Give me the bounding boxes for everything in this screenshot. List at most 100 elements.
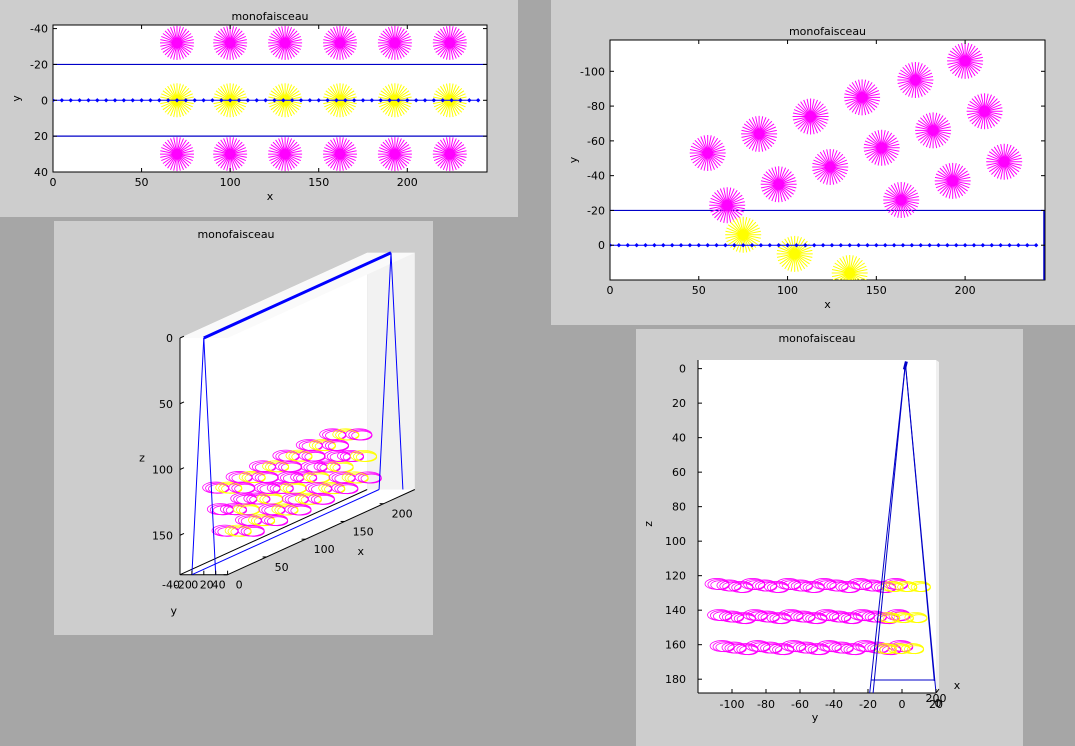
beam-marker [245, 98, 251, 103]
x-tick-label: 0 [236, 579, 243, 592]
y-tick-label: 20 [929, 698, 943, 711]
scatter-point [831, 255, 868, 280]
beam-marker [883, 243, 888, 248]
beam-marker [183, 98, 189, 103]
scatter-point [689, 135, 726, 171]
beam-marker [413, 98, 419, 103]
x-tick-label: 50 [275, 561, 289, 574]
beam-marker [59, 98, 65, 103]
z-tick [179, 335, 185, 339]
scatter-point [268, 137, 303, 172]
beam-marker [360, 98, 366, 103]
beam-marker [68, 98, 73, 103]
beam-marker [405, 98, 410, 103]
beam-marker [776, 243, 781, 248]
beam-marker [263, 98, 268, 103]
x-tick-label: 50 [135, 176, 149, 189]
z-tick-label: 140 [665, 604, 686, 617]
y-tick-label: -20 [30, 58, 48, 71]
scatter-point [883, 182, 920, 218]
particle-ellipse [224, 524, 252, 537]
scatter-point [897, 62, 934, 98]
scatter-point [986, 143, 1023, 180]
beam-marker [616, 243, 622, 248]
beam-marker [378, 98, 383, 103]
beam-marker [1033, 243, 1039, 248]
scatter-point [160, 137, 194, 172]
beam-marker [1025, 243, 1030, 248]
beam-marker [351, 98, 357, 103]
scatter-point [792, 98, 829, 135]
z-tick [179, 532, 185, 536]
beam-marker [307, 98, 313, 103]
particle-ellipse [907, 581, 931, 593]
plot-area [698, 360, 936, 693]
z-tick-label: 150 [152, 529, 173, 542]
z-axis-label: z [139, 451, 145, 464]
beam-marker [130, 98, 135, 103]
beam-marker [112, 98, 118, 103]
beam-marker [121, 98, 127, 103]
z-tick-label: 40 [672, 432, 686, 445]
beam-marker [227, 98, 233, 103]
particle-ellipse [880, 581, 904, 593]
beam-marker [325, 98, 330, 103]
beam-edge-line [390, 252, 404, 490]
scatter-point [377, 25, 412, 60]
y-tick-label: -60 [587, 135, 605, 148]
x-tick-label: 150 [308, 176, 329, 189]
particle-ellipse [816, 640, 842, 653]
y-axis-label: y [171, 605, 178, 618]
scatter-point [268, 25, 303, 60]
scatter-point [915, 112, 952, 149]
x-tick-label: 150 [353, 525, 374, 538]
particle-ellipse [775, 578, 801, 591]
axis-edge [179, 489, 368, 576]
chart-title: monofaisceau [789, 25, 866, 38]
y-tick-label: -40 [587, 170, 605, 183]
z-tick [179, 401, 185, 405]
particle-ellipse [266, 481, 294, 494]
beam-marker [219, 98, 224, 103]
particle-ellipse [354, 471, 382, 484]
x-axis-label: x [267, 190, 274, 203]
scatter-point [741, 115, 778, 152]
z-tick-label: 100 [152, 464, 173, 477]
z-axis-label: z [642, 521, 655, 527]
beam-marker [369, 98, 375, 103]
beam-marker [696, 243, 701, 248]
chart-title: monofaisceau [197, 228, 274, 241]
particle-ellipse [754, 610, 780, 623]
x-tick-label: 200 [392, 508, 413, 521]
beam-marker [396, 98, 401, 103]
beam-marker [687, 243, 693, 248]
beam-marker [440, 98, 445, 103]
particle-ellipse [887, 643, 911, 655]
beam-marker [281, 98, 286, 103]
x-tick-label: 0 [935, 697, 942, 710]
z-tick-label: 100 [665, 535, 686, 548]
beam-marker [165, 98, 171, 103]
beam-edge-line [191, 489, 380, 576]
chart-2d-beam-rotated-view: monofaisceau 0 50 100 150 200 -100 -80 -60 -40 -20… [567, 25, 1046, 311]
y-tick-label: 40 [212, 579, 226, 592]
beam-marker [962, 243, 968, 248]
x-tick-label: 0 [50, 176, 57, 189]
y-tick-label: 0 [899, 698, 906, 711]
beam-marker [714, 243, 719, 248]
beam-marker [86, 98, 91, 103]
beam-marker [174, 98, 180, 103]
y-tick-label: 0 [598, 239, 605, 252]
z-tick-label: 180 [665, 673, 686, 686]
plot-area [52, 24, 488, 173]
y-tick-label: -20 [174, 579, 192, 592]
figure-2d-top-left: monofaisceau 0 50 100 150 200 -40 -20 0 20 40 x y [0, 0, 518, 217]
beam-marker [475, 98, 481, 103]
beam-top-line [902, 361, 908, 370]
beam-marker [422, 98, 428, 103]
scatter-point [432, 25, 467, 60]
y-axis-label: y [567, 156, 580, 163]
particle-ellipse [707, 609, 733, 622]
beam-edge-line [904, 363, 935, 682]
beam-marker [210, 98, 215, 103]
